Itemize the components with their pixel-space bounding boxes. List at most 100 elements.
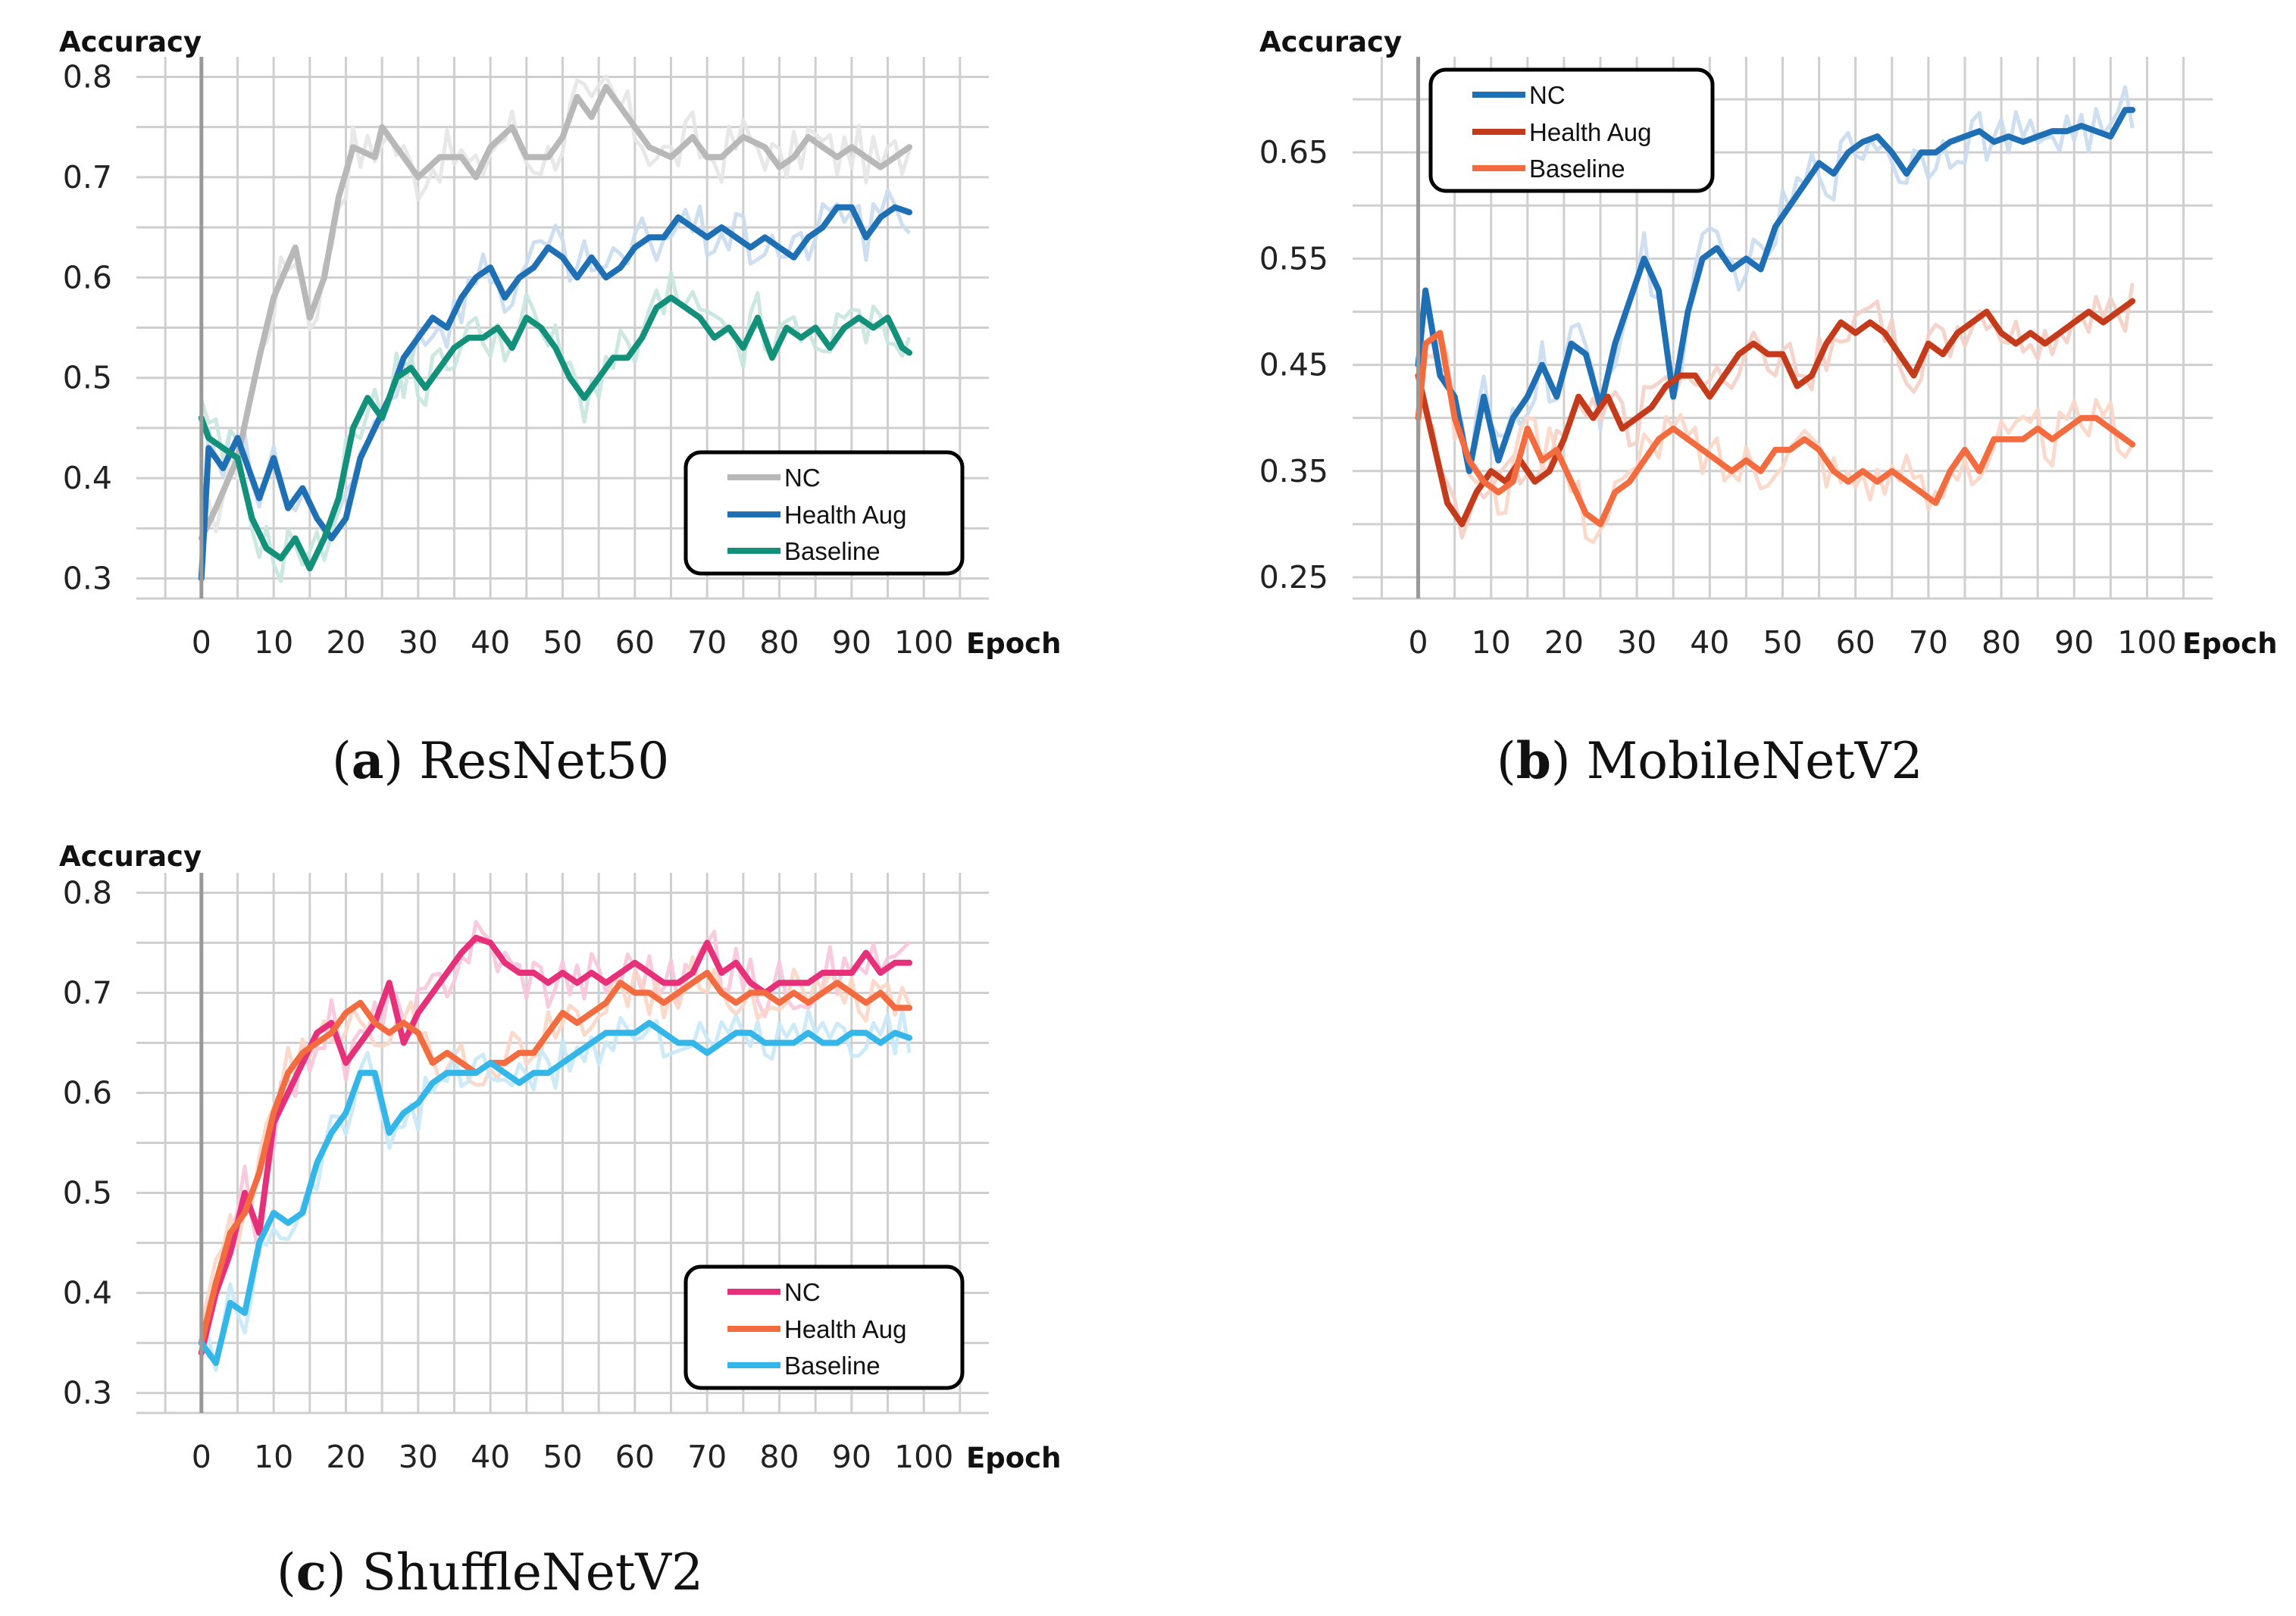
y-axis-label: Accuracy — [1259, 26, 1402, 58]
x-tick-label: 100 — [2117, 624, 2176, 661]
x-tick-label: 90 — [2054, 624, 2094, 661]
series-line-health-aug — [198, 970, 913, 1346]
x-tick-label: 40 — [471, 624, 510, 661]
x-tick-label: 30 — [399, 1439, 438, 1475]
x-tick-label: 40 — [471, 1439, 510, 1475]
legend-label-health-aug: Health Aug — [784, 501, 906, 529]
series-line-nc — [198, 83, 913, 542]
series-line-baseline — [198, 294, 913, 572]
series-line-nc — [1415, 107, 2136, 474]
y-tick-label: 0.35 — [1259, 453, 1328, 489]
y-tick-label: 0.6 — [63, 1074, 112, 1111]
legend-label-nc: NC — [784, 464, 821, 492]
x-tick-label: 50 — [543, 1439, 582, 1475]
legend-mobilenetv2: NC Health Aug Baseline — [1428, 67, 1715, 193]
caption-shufflenetv2: (c) ShuffleNetV2 — [277, 1543, 703, 1602]
y-tick-label: 0.6 — [63, 259, 112, 295]
y-tick-label: 0.3 — [63, 1375, 112, 1411]
x-axis-label: Epoch — [2182, 627, 2277, 660]
x-tick-label: 70 — [687, 624, 727, 661]
smooth-series-shufflenetv2 — [198, 934, 913, 1366]
x-tick-label: 0 — [192, 624, 211, 661]
x-tick-label: 60 — [615, 624, 655, 661]
x-tick-label: 20 — [326, 1439, 365, 1475]
legend-shufflenetv2: NC Health Aug Baseline — [683, 1264, 965, 1390]
raw-line-health-aug — [1416, 283, 2135, 539]
y-tick-label: 0.8 — [63, 874, 112, 911]
y-tick-label: 0.4 — [63, 460, 112, 496]
raw-line-baseline — [1416, 332, 2135, 545]
y-axis-label: Accuracy — [59, 26, 202, 58]
x-tick-label: 90 — [832, 624, 871, 661]
legend-label-baseline: Baseline — [784, 1352, 881, 1380]
y-tick-label: 0.65 — [1259, 134, 1328, 170]
series-line-baseline — [1415, 330, 2136, 527]
y-ticks-shufflenetv2: 0.3 0.4 0.5 0.6 0.7 0.8 — [63, 874, 112, 1411]
smooth-series-resnet50 — [198, 83, 913, 582]
raw-line-nc — [199, 920, 911, 1362]
caption-resnet50: (a) ResNet50 — [332, 731, 669, 790]
x-tick-label: 70 — [1909, 624, 1948, 661]
x-tick-label: 80 — [1982, 624, 2021, 661]
x-tick-label: 30 — [1617, 624, 1656, 661]
legend-label-baseline: Baseline — [784, 537, 881, 565]
x-tick-label: 80 — [759, 624, 799, 661]
x-tick-label: 100 — [894, 624, 953, 661]
y-tick-label: 0.25 — [1259, 559, 1328, 595]
x-tick-label: 0 — [1409, 624, 1428, 661]
y-tick-label: 0.8 — [63, 58, 112, 95]
y-tick-label: 0.4 — [63, 1275, 112, 1311]
caption-mobilenetv2: (b) MobileNetV2 — [1497, 731, 1922, 790]
y-tick-label: 0.45 — [1259, 347, 1328, 383]
y-axis-label: Accuracy — [59, 840, 202, 873]
legend-label-nc: NC — [784, 1278, 821, 1306]
y-tick-label: 0.55 — [1259, 240, 1328, 277]
raw-line-nc — [199, 74, 912, 533]
legend-box — [1428, 67, 1715, 193]
x-tick-label: 40 — [1690, 624, 1729, 661]
panel-mobilenetv2: 0 10 20 30 40 50 60 70 80 90 100 0.250.350.450.550… — [1259, 26, 2278, 790]
series-line-nc — [198, 934, 913, 1356]
x-ticks-shufflenetv2: 0 10 20 30 40 50 60 70 80 90 100 — [192, 1439, 954, 1475]
legend-label-nc: NC — [1529, 81, 1566, 109]
x-ticks-resnet50: 0 10 20 30 40 50 60 70 80 90 100 — [192, 624, 954, 661]
y-ticks-resnet50: 0.3 0.4 0.5 0.6 0.7 0.8 — [63, 58, 112, 596]
x-tick-label: 20 — [1544, 624, 1584, 661]
x-tick-label: 60 — [1836, 624, 1875, 661]
panel-shufflenetv2: 0 10 20 30 40 50 60 70 80 90 100 0.30.40.50.60.70.… — [59, 840, 1061, 1602]
raw-line-baseline — [199, 1006, 912, 1372]
x-tick-label: 50 — [543, 624, 582, 661]
legend-label-health-aug: Health Aug — [784, 1315, 906, 1343]
raw-line-baseline — [199, 270, 912, 583]
x-tick-label: 30 — [399, 624, 438, 661]
x-tick-label: 100 — [894, 1439, 953, 1475]
y-tick-label: 0.5 — [63, 1175, 112, 1211]
panel-resnet50: 0 10 20 30 40 50 60 70 80 90 100 0.30.40.50.60.70.… — [59, 26, 1061, 790]
x-axis-label: Epoch — [966, 627, 1061, 660]
x-tick-label: 70 — [687, 1439, 727, 1475]
legend-label-baseline: Baseline — [1529, 155, 1625, 183]
x-tick-label: 0 — [192, 1439, 211, 1475]
x-tick-label: 10 — [254, 1439, 293, 1475]
x-ticks-mobilenetv2: 0 10 20 30 40 50 60 70 80 90 100 — [1409, 624, 2177, 661]
x-tick-label: 80 — [759, 1439, 799, 1475]
y-tick-label: 0.7 — [63, 974, 112, 1011]
legend-resnet50: NC Health Aug Baseline — [683, 450, 965, 576]
legend-box — [683, 450, 965, 576]
y-ticks-mobilenetv2: 0.25 0.35 0.45 0.55 0.65 — [1259, 134, 1328, 595]
series-line-health-aug — [198, 204, 913, 582]
y-tick-label: 0.3 — [63, 561, 112, 597]
x-tick-label: 20 — [326, 624, 365, 661]
series-line-health-aug — [1415, 298, 2136, 527]
x-tick-label: 10 — [1472, 624, 1511, 661]
x-tick-label: 50 — [1763, 624, 1802, 661]
x-tick-label: 10 — [254, 624, 293, 661]
y-tick-label: 0.5 — [63, 360, 112, 396]
legend-label-health-aug: Health Aug — [1529, 118, 1651, 146]
y-tick-label: 0.7 — [63, 159, 112, 195]
series-line-baseline — [198, 1020, 913, 1366]
smooth-series-mobilenetv2 — [1415, 107, 2136, 527]
x-tick-label: 60 — [615, 1439, 655, 1475]
legend-box — [683, 1264, 965, 1390]
